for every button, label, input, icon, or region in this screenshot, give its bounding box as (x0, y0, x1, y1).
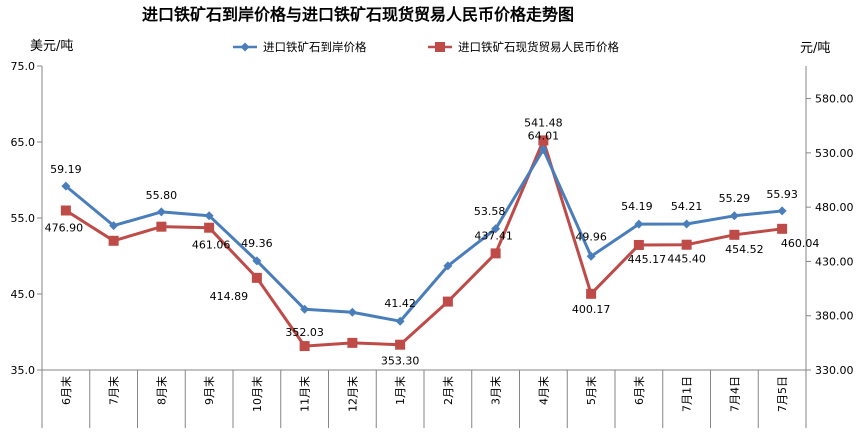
legend: 进口铁矿石到岸价格 进口铁矿石现货贸易人民币价格 (233, 40, 619, 54)
series-2-data-label: 414.89 (210, 290, 249, 303)
left-axis-unit: 美元/吨 (30, 39, 73, 54)
x-axis-category-label: 4月末 (536, 376, 550, 405)
legend-marker-2 (435, 42, 445, 52)
series-1-point (491, 224, 501, 234)
left-axis-tick-label: 45.0 (11, 288, 36, 301)
series-2-data-label: 476.90 (45, 222, 84, 235)
legend-marker-1 (240, 42, 250, 52)
series-2-point (204, 222, 215, 233)
series-2-data-label: 454.52 (725, 243, 764, 256)
series-1-point (634, 219, 644, 229)
series-1-point (347, 307, 357, 317)
series-1-data-label: 59.19 (50, 163, 82, 176)
x-axis-category-label: 7月5日 (776, 376, 789, 412)
series-1-data-label: 55.29 (719, 192, 751, 205)
x-axis-category-label: 7月1日 (681, 376, 694, 412)
series-1-data-label: 55.80 (146, 189, 178, 202)
legend-label-1: 进口铁矿石到岸价格 (263, 40, 367, 54)
x-axis-category-label: 11月末 (298, 376, 312, 412)
series-1-point (109, 221, 119, 231)
series-1-point (777, 206, 787, 216)
left-axis-tick-label: 75.0 (11, 60, 36, 73)
series-2-data-label: 541.48 (524, 116, 563, 129)
series-2-data-label: 400.17 (572, 303, 611, 316)
x-axis-category-label: 7月4日 (728, 376, 741, 412)
series-2-data-label: 353.30 (381, 355, 420, 368)
series-1-data-label: 54.19 (621, 200, 653, 213)
series-1-data-label: 49.96 (575, 230, 607, 243)
x-axis-category-label: 7月末 (107, 376, 121, 405)
series-1-point (204, 211, 214, 221)
series-1-point (538, 145, 548, 155)
series-2-point (251, 272, 262, 283)
series-2-point (299, 341, 310, 352)
series-1-point (682, 219, 692, 229)
series-2-data-label: 445.40 (667, 253, 706, 266)
series-2-point (729, 229, 740, 240)
series-2-point (395, 339, 406, 350)
series-1-point (300, 304, 310, 314)
series-2-data-label: 437.41 (474, 229, 513, 242)
series-1-point (586, 251, 596, 261)
x-axis-category-label: 6月末 (59, 376, 73, 405)
series-1-data-label: 41.42 (384, 297, 416, 310)
series-1-data-label: 53.58 (474, 205, 506, 218)
x-axis-category-label: 8月末 (154, 376, 168, 405)
series-2-point (490, 248, 501, 259)
right-axis-tick-label: 580.00 (815, 93, 854, 106)
right-axis-tick-label: 480.00 (815, 201, 854, 214)
series-2-data-label: 445.17 (628, 253, 667, 266)
series-2-point (108, 235, 119, 246)
series-1-data-label: 64.01 (528, 130, 560, 143)
x-axis-category-label: 2月末 (441, 376, 455, 405)
series-2-data-label: 461.06 (192, 239, 231, 252)
left-axis-tick-label: 35.0 (11, 364, 36, 377)
legend-label-2: 进口铁矿石现货贸易人民币价格 (458, 40, 619, 54)
x-axis-category-label: 9月末 (202, 376, 216, 405)
series-2-point (538, 135, 549, 146)
series-line-2 (65, 138, 783, 348)
right-axis-tick-label: 430.00 (815, 255, 854, 268)
series-1-point (156, 207, 166, 217)
series-1-point (61, 181, 71, 191)
plot-area: 59.19 55.80 49.36 41.42 53.58 64.01 49.96 54.19… (45, 116, 820, 367)
series-2-point (347, 337, 358, 348)
series-line-1 (64, 148, 783, 323)
left-axis-tick-label: 65.0 (11, 136, 36, 149)
x-axis-category-label: 5月末 (584, 376, 598, 405)
series-2-point (681, 239, 692, 250)
series-1-data-label: 49.36 (241, 237, 273, 250)
chart-title: 进口铁矿石到岸价格与进口铁矿石现货贸易人民币价格走势图 (142, 5, 574, 24)
series-2-point (156, 221, 167, 232)
series-2-data-label: 460.04 (781, 237, 820, 250)
series-2-point (586, 288, 597, 299)
series-1-data-label: 54.21 (671, 200, 703, 213)
series-1-point (395, 316, 405, 326)
series-2-point (633, 239, 644, 250)
axes: 35.0 45.0 55.0 65.0 75.0 330.00 380.00 430.00 48… (11, 60, 854, 428)
right-axis-tick-label: 380.00 (815, 310, 854, 323)
series-1-point (729, 211, 739, 221)
x-axis-category-label: 3月末 (489, 376, 503, 405)
series-1-point (252, 256, 262, 266)
left-axis-tick-label: 55.0 (11, 212, 36, 225)
x-axis-category-label: 12月末 (345, 376, 359, 412)
x-axis-category-label: 10月末 (250, 376, 264, 412)
series-2-point (777, 223, 788, 234)
right-axis-unit: 元/吨 (800, 41, 830, 56)
series-2-point (60, 205, 71, 216)
series-1-point (443, 261, 453, 271)
series-1-data-label: 55.93 (766, 188, 798, 201)
x-axis-category-label: 6月末 (632, 376, 646, 405)
right-axis-tick-label: 530.00 (815, 147, 854, 160)
right-axis-tick-label: 330.00 (815, 364, 854, 377)
series-2-data-label: 352.03 (285, 326, 324, 339)
series-2-point (442, 296, 453, 307)
x-axis-category-label: 1月末 (393, 376, 407, 405)
